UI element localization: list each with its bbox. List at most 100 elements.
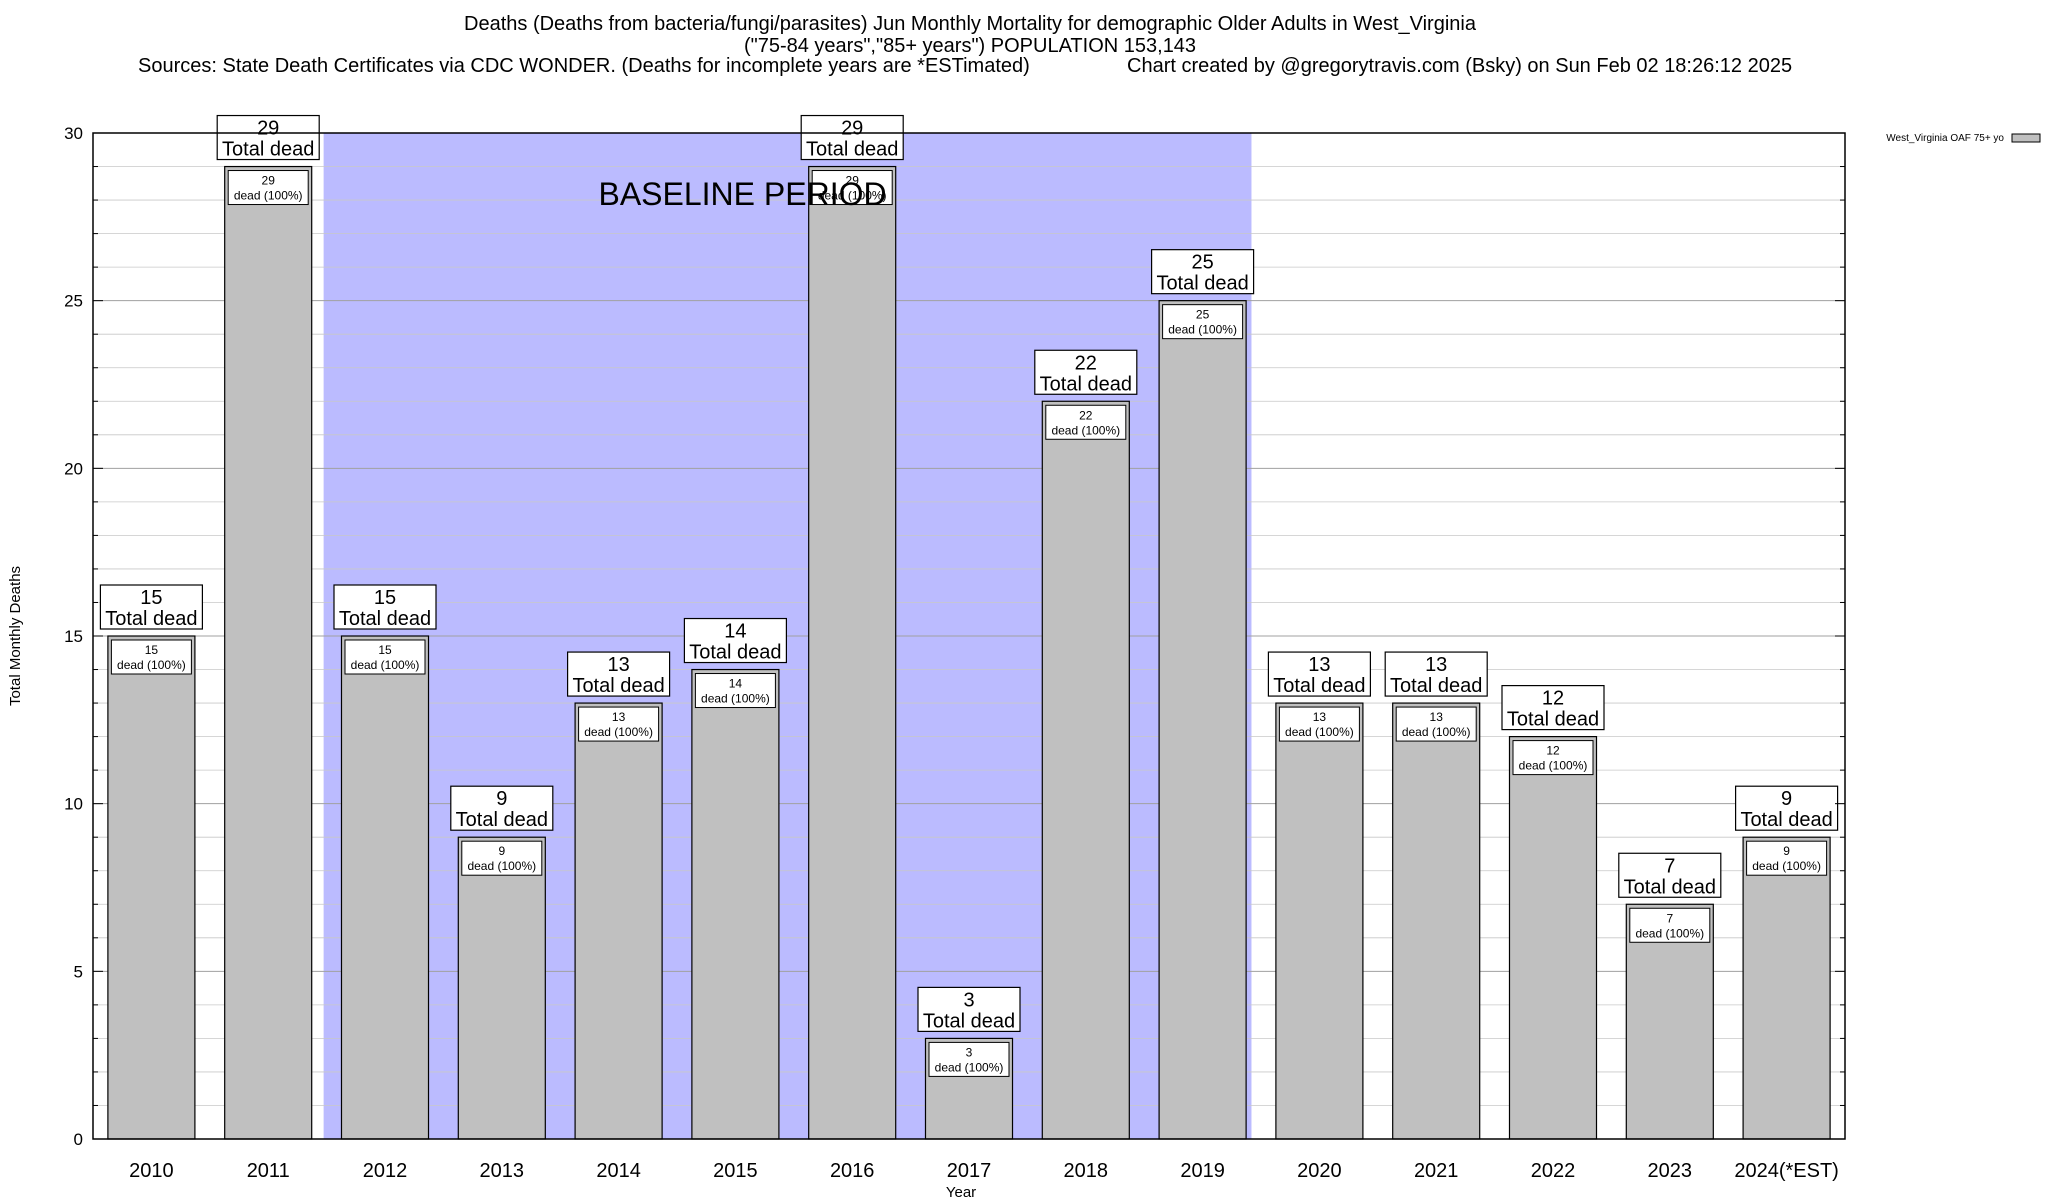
- total-text-label: Total dead: [923, 1010, 1015, 1032]
- bar-2015: [691, 668, 780, 1140]
- total-label-box: [800, 114, 904, 161]
- total-text-label: Total dead: [1156, 273, 1248, 295]
- total-value-label: 13: [607, 654, 629, 676]
- total-text-label: Total dead: [1273, 675, 1365, 697]
- bar-2024(*EST): [1742, 836, 1831, 1140]
- inner-value-label: 13: [1313, 710, 1327, 724]
- bar-2018: [1041, 400, 1130, 1140]
- inner-value-label: 15: [145, 643, 159, 657]
- chart-subtitle: ("75-84 years","85+ years") POPULATION 1…: [743, 35, 1197, 57]
- inner-label-box: [928, 1041, 1010, 1077]
- x-tick-label: 2017: [947, 1160, 992, 1182]
- chart-title: Deaths (Deaths from bacteria/fungi/paras…: [464, 13, 1476, 35]
- bar-2011: [224, 165, 313, 1140]
- inner-percent-label: dead (100%): [234, 189, 303, 203]
- inner-label-box: [1395, 706, 1477, 742]
- total-value-label: 29: [257, 118, 279, 140]
- inner-percent-label: dead (100%): [1519, 759, 1588, 773]
- inner-percent-label: dead (100%): [1752, 859, 1821, 873]
- total-value-label: 13: [1425, 654, 1447, 676]
- inner-value-label: 13: [1430, 710, 1444, 724]
- x-tick-label: 2012: [363, 1160, 408, 1182]
- inner-percent-label: dead (100%): [467, 859, 536, 873]
- total-text-label: Total dead: [1624, 876, 1716, 898]
- total-text-label: Total dead: [339, 608, 431, 630]
- inner-label-box: [1629, 907, 1711, 943]
- legend-label: West_Virginia OAF 75+ yo: [1886, 133, 2004, 144]
- inner-value-label: 15: [378, 643, 392, 657]
- x-axis-label: Year: [946, 1184, 976, 1200]
- bar-2013: [457, 836, 546, 1140]
- inner-percent-label: dead (100%): [584, 725, 653, 739]
- total-label-box: [333, 584, 437, 630]
- total-label-box: [99, 584, 204, 630]
- bar-2016: [808, 165, 897, 1140]
- inner-label-box: [110, 639, 192, 675]
- x-tick-label: 2011: [247, 1160, 290, 1182]
- chart-credit: Chart created by @gregorytravis.com (Bsk…: [1127, 55, 1793, 77]
- total-value-label: 15: [140, 587, 162, 609]
- x-tick-label: 2015: [713, 1160, 758, 1182]
- total-value-label: 12: [1542, 688, 1564, 710]
- y-tick-label: 10: [64, 795, 83, 814]
- total-text-label: Total dead: [572, 675, 664, 697]
- total-label-box: [216, 114, 320, 161]
- inner-percent-label: dead (100%): [1051, 423, 1120, 437]
- total-text-label: Total dead: [222, 139, 314, 161]
- total-label-box: [1150, 249, 1255, 295]
- y-tick-label: 25: [64, 292, 83, 311]
- x-tick-label: 2013: [480, 1160, 525, 1182]
- inner-percent-label: dead (100%): [701, 692, 770, 706]
- inner-label-box: [461, 840, 543, 876]
- x-tick-label: 2018: [1064, 1160, 1109, 1182]
- inner-value-label: 14: [729, 677, 743, 691]
- bar-2012: [340, 635, 430, 1140]
- inner-label-box: [811, 170, 893, 206]
- total-value-label: 7: [1664, 855, 1675, 877]
- legend: West_Virginia OAF 75+ yo: [1886, 133, 2041, 144]
- x-tick-label: 2016: [830, 1160, 875, 1182]
- x-tick-label: 2019: [1180, 1160, 1225, 1182]
- inner-label-box: [578, 706, 660, 742]
- inner-label-box: [1512, 740, 1594, 776]
- inner-label-box: [1162, 304, 1244, 340]
- inner-value-label: 13: [612, 710, 626, 724]
- y-tick-label: 5: [74, 962, 83, 981]
- total-value-label: 14: [724, 621, 746, 643]
- bar-2014: [574, 702, 663, 1140]
- y-tick-label: 30: [64, 124, 83, 143]
- chart-sources: Sources: State Death Certificates via CD…: [138, 55, 1030, 77]
- inner-percent-label: dead (100%): [818, 189, 887, 203]
- inner-percent-label: dead (100%): [1402, 725, 1471, 739]
- inner-percent-label: dead (100%): [935, 1060, 1004, 1074]
- baseline-label: BASELINE PERIOD: [598, 176, 886, 212]
- bar-2022: [1508, 735, 1598, 1140]
- x-tick-label: 2010: [129, 1160, 174, 1182]
- inner-percent-label: dead (100%): [351, 658, 420, 672]
- bar-2021: [1392, 702, 1481, 1140]
- total-label-box: [1384, 651, 1488, 697]
- total-label-box: [683, 617, 788, 664]
- total-value-label: 9: [1781, 788, 1792, 810]
- total-label-box: [1734, 785, 1839, 831]
- inner-label-box: [694, 673, 776, 709]
- inner-value-label: 22: [1079, 408, 1093, 422]
- inner-value-label: 29: [262, 174, 276, 188]
- bar-2023: [1625, 903, 1714, 1140]
- total-value-label: 13: [1308, 654, 1330, 676]
- total-label-box: [450, 785, 554, 831]
- y-tick-label: 20: [64, 459, 83, 478]
- total-value-label: 3: [963, 989, 974, 1011]
- total-label-box: [1267, 651, 1372, 697]
- inner-percent-label: dead (100%): [1635, 926, 1704, 940]
- legend-swatch: [2011, 133, 2041, 143]
- x-tick-label: 2023: [1648, 1160, 1693, 1182]
- bar-2020: [1275, 702, 1364, 1140]
- inner-value-label: 7: [1666, 911, 1673, 925]
- bar-2010: [107, 635, 196, 1140]
- total-text-label: Total dead: [105, 608, 197, 630]
- total-text-label: Total dead: [806, 139, 898, 161]
- x-tick-label: 2022: [1531, 1160, 1576, 1182]
- inner-label-box: [1746, 840, 1828, 876]
